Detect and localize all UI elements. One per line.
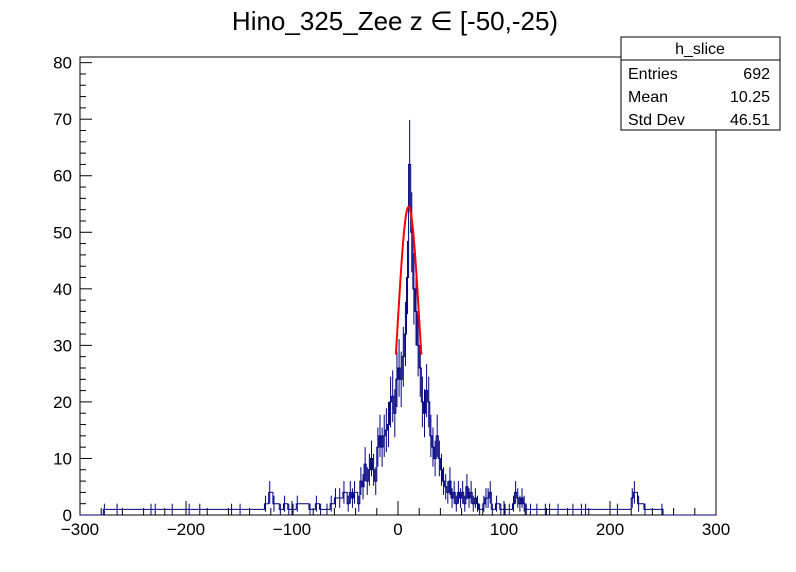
histogram-bins (103, 119, 663, 515)
x-tick-label: 300 (702, 520, 730, 539)
x-axis: −300 −200 −100 0 100 200 300 (61, 501, 730, 539)
stats-entries-label: Entries (628, 66, 678, 83)
y-tick-label: 50 (53, 223, 72, 242)
y-tick-label: 40 (53, 280, 72, 299)
stats-box: h_slice Entries 692 Mean 10.25 Std Dev 4… (620, 36, 781, 131)
y-tick-label: 30 (53, 336, 72, 355)
y-tick-label: 20 (53, 393, 72, 412)
stats-stddev-label: Std Dev (628, 112, 685, 129)
x-tick-label: −100 (273, 520, 311, 539)
stats-box-frame (620, 36, 781, 131)
y-axis: 0 10 20 30 40 50 60 70 80 (53, 54, 92, 525)
x-tick-label: −300 (61, 520, 99, 539)
y-tick-label: 0 (63, 506, 72, 525)
stats-mean-value: 10.25 (730, 89, 770, 106)
histogram-series (80, 163, 716, 516)
gaussian-fit-curve (394, 205, 423, 355)
x-tick-label: 0 (393, 520, 402, 539)
stats-box-title: h_slice (675, 41, 725, 58)
stats-entries-value: 692 (743, 66, 770, 83)
chart-title: Hino_325_Zee z ∈ [-50,-25) (232, 6, 558, 36)
stats-mean-label: Mean (628, 89, 668, 106)
stats-stddev-value: 46.51 (730, 112, 770, 129)
x-tick-label: 100 (490, 520, 518, 539)
y-tick-label: 80 (53, 54, 72, 73)
x-tick-label: −200 (167, 520, 205, 539)
y-tick-label: 10 (53, 449, 72, 468)
y-tick-label: 60 (53, 167, 72, 186)
x-tick-label: 200 (596, 520, 624, 539)
y-tick-label: 70 (53, 110, 72, 129)
